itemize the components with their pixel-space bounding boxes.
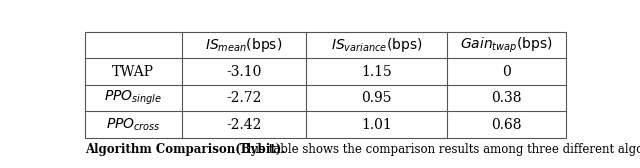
Text: -2.42: -2.42 xyxy=(226,118,261,132)
Text: $IS_{mean}$$\mathrm{(bps)}$: $IS_{mean}$$\mathrm{(bps)}$ xyxy=(205,36,282,54)
Text: TWAP: TWAP xyxy=(113,65,154,79)
Text: $PPO_{single}$: $PPO_{single}$ xyxy=(104,89,163,107)
Text: -2.72: -2.72 xyxy=(226,91,261,105)
Text: $PPO_{cross}$: $PPO_{cross}$ xyxy=(106,116,161,133)
Text: 0.95: 0.95 xyxy=(361,91,392,105)
Text: $Gain_{twap}$$\mathrm{(bps)}$: $Gain_{twap}$$\mathrm{(bps)}$ xyxy=(460,35,553,55)
Text: 0.68: 0.68 xyxy=(492,118,522,132)
Text: 1.01: 1.01 xyxy=(361,118,392,132)
Text: 0.38: 0.38 xyxy=(492,91,522,105)
Text: -3.10: -3.10 xyxy=(226,65,261,79)
Text: This table shows the comparison results among three different algorithms: This table shows the comparison results … xyxy=(236,143,640,156)
Text: 1.15: 1.15 xyxy=(361,65,392,79)
Text: 0: 0 xyxy=(502,65,511,79)
Text: Algorithm Comparison(Bybit).: Algorithm Comparison(Bybit). xyxy=(85,143,285,156)
Text: $IS_{variance}$$\mathrm{(bps)}$: $IS_{variance}$$\mathrm{(bps)}$ xyxy=(331,36,422,54)
